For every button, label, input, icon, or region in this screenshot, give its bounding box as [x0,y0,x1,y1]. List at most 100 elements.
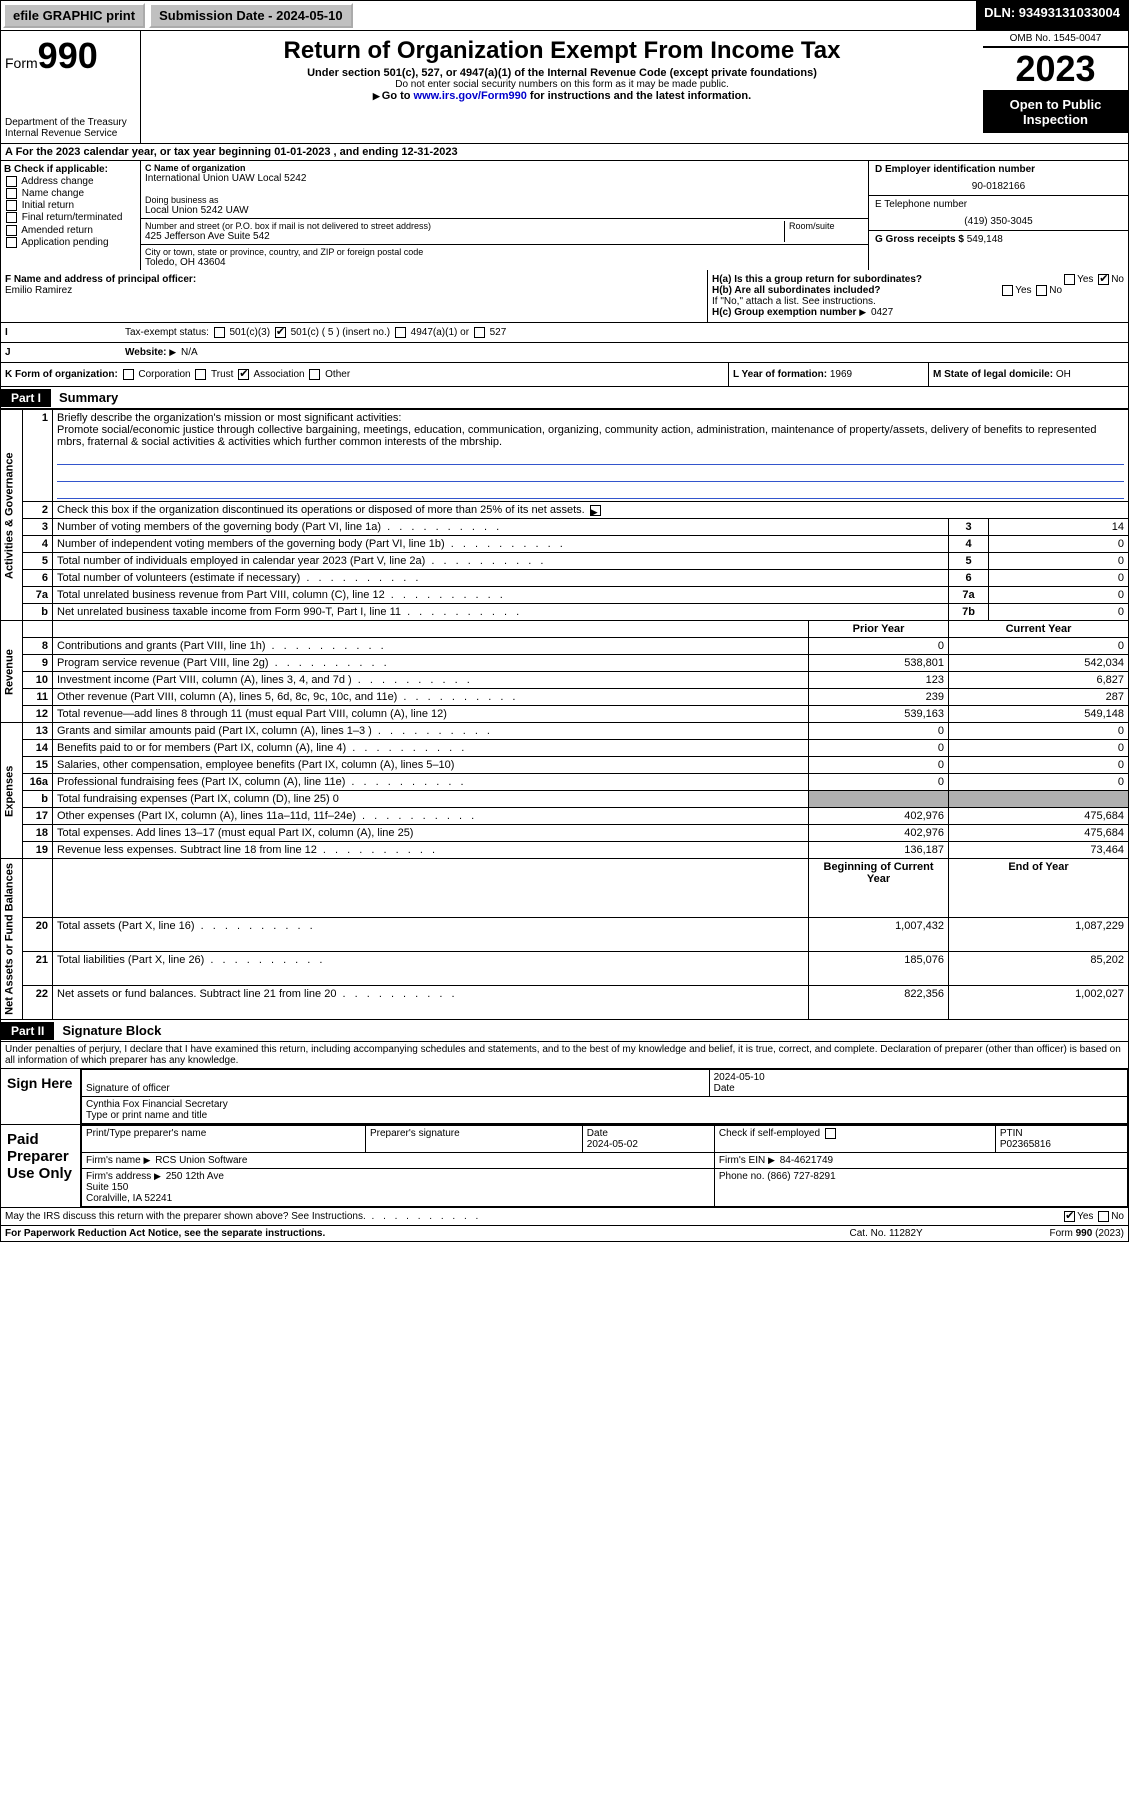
rn11: 11 [23,689,53,706]
rd8: Contributions and grants (Part VIII, lin… [53,638,809,655]
rc8: 0 [949,638,1129,655]
firm-addr-label: Firm's address [86,1171,151,1182]
street-address: 425 Jefferson Ave Suite 542 [145,231,784,242]
check-corp[interactable] [123,369,134,380]
np22: 822,356 [809,985,949,1019]
ep16a: 0 [809,774,949,791]
h-b-line: H(b) Are all subordinates included? Yes … [712,285,1124,296]
goto-pre: Go to [373,90,414,102]
b-opt-2: Initial return [22,200,74,211]
exp-row-16b: bTotal fundraising expenses (Part IX, co… [1,791,1129,808]
prep-date: 2024-05-02 [587,1139,638,1150]
check-application-pending[interactable]: Application pending [4,237,137,248]
gov-row-7a: 7aTotal unrelated business revenue from … [1,587,1129,604]
dln-label: DLN: 93493131033004 [976,1,1128,30]
v5: 0 [989,553,1129,570]
n6: 6 [23,570,53,587]
check-527[interactable] [474,327,485,338]
check-trust[interactable] [195,369,206,380]
check-initial-return[interactable]: Initial return [4,200,137,211]
city-label: City or town, state or province, country… [145,247,864,257]
check-other[interactable] [309,369,320,380]
firm-ein-label: Firm's EIN [719,1155,765,1166]
exp-row-13: Expenses13Grants and similar amounts pai… [1,723,1129,740]
b-opt-0: Address change [21,176,93,187]
ep15: 0 [809,757,949,774]
website-value: N/A [181,347,198,358]
opt-501c3: 501(c)(3) [229,327,270,338]
gov-row-5: 5Total number of individuals employed in… [1,553,1129,570]
check-501c3[interactable] [214,327,225,338]
ed16a: Professional fundraising fees (Part IX, … [53,774,809,791]
firm-ein: 84-4621749 [780,1155,833,1166]
check-address-change[interactable]: Address change [4,176,137,187]
efile-print-button[interactable]: efile GRAPHIC print [3,3,145,28]
check-4947[interactable] [395,327,406,338]
gov-row-7b: bNet unrelated business taxable income f… [1,604,1129,621]
irs-link[interactable]: www.irs.gov/Form990 [414,90,527,102]
en14: 14 [23,740,53,757]
discuss-no-checkbox[interactable] [1098,1211,1109,1222]
line2-num: 2 [23,502,53,519]
discuss-yes-checkbox[interactable] [1064,1211,1075,1222]
ssn-warning: Do not enter social security numbers on … [145,79,979,90]
ec19: 73,464 [949,842,1129,859]
dept-treasury: Department of the Treasury [5,117,136,128]
nd21: Total liabilities (Part X, line 26) [53,951,809,985]
rev-row-9: 9Program service revenue (Part VIII, lin… [1,655,1129,672]
opt-assoc: Association [253,369,304,380]
d5: Total number of individuals employed in … [53,553,949,570]
check-amended-return[interactable]: Amended return [4,225,137,236]
rp9: 538,801 [809,655,949,672]
check-501c[interactable] [275,327,286,338]
ep16b [809,791,949,808]
nc21: 85,202 [949,951,1129,985]
omb-number: OMB No. 1545-0047 [983,31,1128,47]
check-assoc[interactable] [238,369,249,380]
rn8: 8 [23,638,53,655]
mission-label: Briefly describe the organization's miss… [57,412,401,424]
hc-value: 0427 [871,307,893,318]
ec18: 475,684 [949,825,1129,842]
d3: Number of voting members of the governin… [53,519,949,536]
prep-name-hdr: Print/Type preparer's name [82,1126,366,1153]
line2-checkbox[interactable] [590,505,601,516]
h-note: If "No," attach a list. See instructions… [712,296,1124,307]
c-name-label: C Name of organization [145,163,864,173]
rd10: Investment income (Part VIII, column (A)… [53,672,809,689]
b-opt-5: Application pending [21,237,108,248]
ein-value: 90-0182166 [875,175,1122,192]
discuss-yes: Yes [1077,1211,1093,1222]
hb-yes: Yes [1015,285,1031,296]
check-name-change[interactable]: Name change [4,188,137,199]
rd12: Total revenue—add lines 8 through 11 (mu… [53,706,809,723]
box7a: 7a [949,587,989,604]
discuss-no: No [1111,1211,1124,1222]
side-governance: Activities & Governance [1,410,23,621]
net-row-21: 21Total liabilities (Part X, line 26)185… [1,951,1129,985]
rev-row-10: 10Investment income (Part VIII, column (… [1,672,1129,689]
check-final-return[interactable]: Final return/terminated [4,212,137,223]
line2-desc: Check this box if the organization disco… [57,504,585,516]
officer-sig-name: Cynthia Fox Financial Secretary [86,1099,228,1110]
cat-no: Cat. No. 11282Y [850,1228,1050,1239]
exp-row-15: 15Salaries, other compensation, employee… [1,757,1129,774]
np20: 1,007,432 [809,917,949,951]
nd20: Total assets (Part X, line 16) [53,917,809,951]
opt-501c: 501(c) ( 5 ) (insert no.) [291,327,390,338]
hc-label: H(c) Group exemption number [712,307,859,318]
rp10: 123 [809,672,949,689]
gov-row-4: 4Number of independent voting members of… [1,536,1129,553]
ec13: 0 [949,723,1129,740]
en13: 13 [23,723,53,740]
phone-value: (419) 350-3045 [875,210,1122,227]
en18: 18 [23,825,53,842]
v7a: 0 [989,587,1129,604]
opt-trust: Trust [211,369,233,380]
goto-post: for instructions and the latest informat… [527,90,751,102]
submission-date-button[interactable]: Submission Date - 2024-05-10 [149,3,353,28]
h-a-line: H(a) Is this a group return for subordin… [712,274,1124,285]
ed14: Benefits paid to or for members (Part IX… [53,740,809,757]
selfemp-checkbox[interactable] [825,1128,836,1139]
g-gross-label: G Gross receipts $ [875,234,964,245]
